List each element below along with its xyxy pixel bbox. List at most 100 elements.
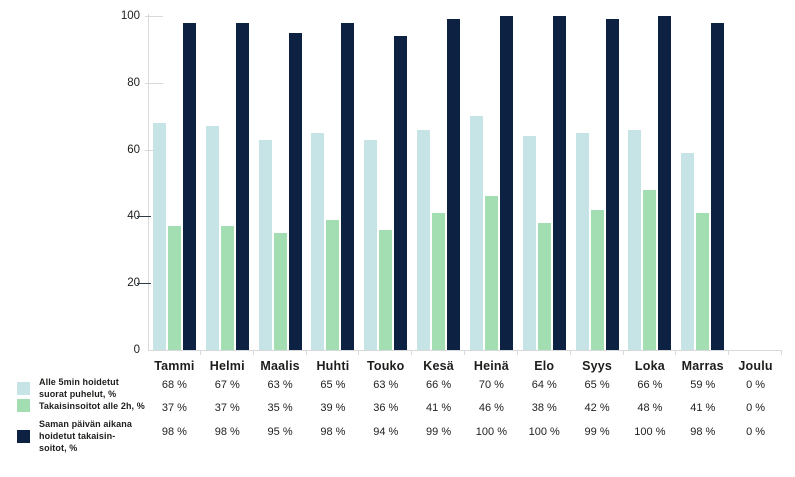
bar-group-elo [518,16,571,350]
month-label: Kesä [423,359,454,373]
bar-callbacks_2h [379,229,393,350]
bar-same_day_callbacks [341,22,355,350]
value-cell: 37 % [161,402,187,414]
month-label: Syys [582,359,613,373]
bar-callbacks_2h [432,213,446,350]
value-cell: 48 % [637,402,663,414]
value-cell: 39 % [320,402,346,414]
value-row-same-day-callbacks: 98 % 98 % 95 % 98 % 94 % 99 % 100 % 100 % 99 % 10… [148,426,782,438]
legend-label-line: Takaisinsoitot alle 2h, % [39,400,145,411]
bar-group-helmi [201,16,254,350]
value-cell: 99 % [426,426,452,438]
x-axis-tick [464,350,465,355]
x-axis-tick [305,350,307,355]
value-cell: 65 % [320,379,346,391]
value-cell: 59 % [690,379,716,391]
x-axis-line [148,350,782,351]
x-axis-tick [569,350,571,355]
month-label: Huhti [316,359,350,373]
value-cell: 100 % [528,426,560,438]
value-cell: 64 % [531,379,557,391]
x-axis-tick [781,350,782,355]
legend-swatch-same_day_callbacks [17,429,30,443]
bar-direct_calls [522,136,536,350]
value-cell: 70 % [478,379,504,391]
bar-group-syys [571,16,624,350]
y-axis-tick [145,82,163,84]
bar-callbacks_2h [590,209,604,350]
month-label: Joulu [738,359,773,373]
bar-group-touko [359,16,412,350]
legend-label-line: Alle 5min hoidetut [39,377,119,387]
bar-group-heinä [465,16,518,350]
x-axis-tick [516,350,518,355]
x-axis-tick [622,350,624,355]
value-cell: 35 % [267,402,293,414]
legend-swatch-callbacks_2h [17,399,30,412]
value-cell: 63 % [373,379,399,391]
value-cell: 65 % [584,379,610,391]
bar-group-marras [676,16,729,350]
value-cell: 66 % [426,379,452,391]
y-axis-label: 20 [127,277,140,290]
bar-group-maalis [254,16,307,350]
bar-same_day_callbacks [658,16,672,350]
bar-callbacks_2h [167,226,181,350]
bar-direct_calls [258,139,272,350]
bar-callbacks_2h [537,223,551,350]
value-cell: 0 % [746,402,766,414]
x-axis-tick [675,350,677,355]
legend-row-same_day_callbacks: Saman päivän aikana hoidetut takaisin-soi… [17,418,132,454]
value-cell: 95 % [267,426,293,438]
bar-direct_calls [628,129,642,350]
legend-label: Alle 5min hoidetut suorat puhelut, % [39,376,119,400]
bar-same_day_callbacks [711,22,725,350]
legend-label-line: hoidetut takaisin- [39,431,116,441]
bar-direct_calls [417,129,431,350]
month-label: Touko [366,359,405,373]
legend-row-direct_calls: Alle 5min hoidetut suorat puhelut, % [17,376,119,400]
x-axis-tick [199,350,201,355]
bar-group-joulu [729,16,782,350]
bar-direct_calls [311,132,325,350]
y-axis-label: 0 [133,344,140,356]
bar-direct_calls [152,122,166,350]
y-axis-tick [137,216,151,218]
y-axis-label: 100 [120,10,140,22]
y-axis-line [148,14,149,351]
value-cell: 100 % [475,426,507,438]
value-cell: 63 % [267,379,293,391]
legend-row-callbacks_2h: Takaisinsoitot alle 2h, % [17,399,145,412]
month-label: Helmi [209,359,245,373]
legend-label: Takaisinsoitot alle 2h, % [39,400,145,412]
value-cell: 36 % [373,402,399,414]
bar-same_day_callbacks [288,32,302,350]
bar-same_day_callbacks [552,16,566,350]
value-cell: 98 % [320,426,346,438]
bar-callbacks_2h [484,196,498,350]
x-axis-tick [728,350,730,355]
y-axis-label: 40 [127,210,140,223]
bar-group-loka [623,16,676,350]
legend-label-line: suorat puhelut, % [39,389,117,399]
value-cell: 67 % [214,379,240,391]
month-label: Maalis [260,359,300,373]
value-cell: 94 % [373,426,399,438]
value-cell: 68 % [161,379,187,391]
bar-callbacks_2h [273,233,287,350]
value-cell: 66 % [637,379,663,391]
bar-direct_calls [575,132,589,350]
bar-same_day_callbacks [182,22,196,350]
plot-area [148,16,782,350]
value-row-callbacks-2h: 37 % 37 % 35 % 39 % 36 % 41 % 46 % 38 % 42 % 48 %… [148,402,782,414]
value-cell: 99 % [584,426,610,438]
legend-label: Saman päivän aikana hoidetut takaisin-soi… [39,418,132,454]
y-axis-tick [137,283,151,285]
value-cell: 38 % [531,402,557,414]
bar-same_day_callbacks [605,19,619,350]
month-label: Marras [681,359,724,373]
bar-callbacks_2h [326,219,340,350]
month-label: Tammi [154,359,195,373]
value-row-direct-calls: 68 % 67 % 63 % 65 % 63 % 66 % 70 % 64 % 65 % 66 %… [148,379,782,391]
